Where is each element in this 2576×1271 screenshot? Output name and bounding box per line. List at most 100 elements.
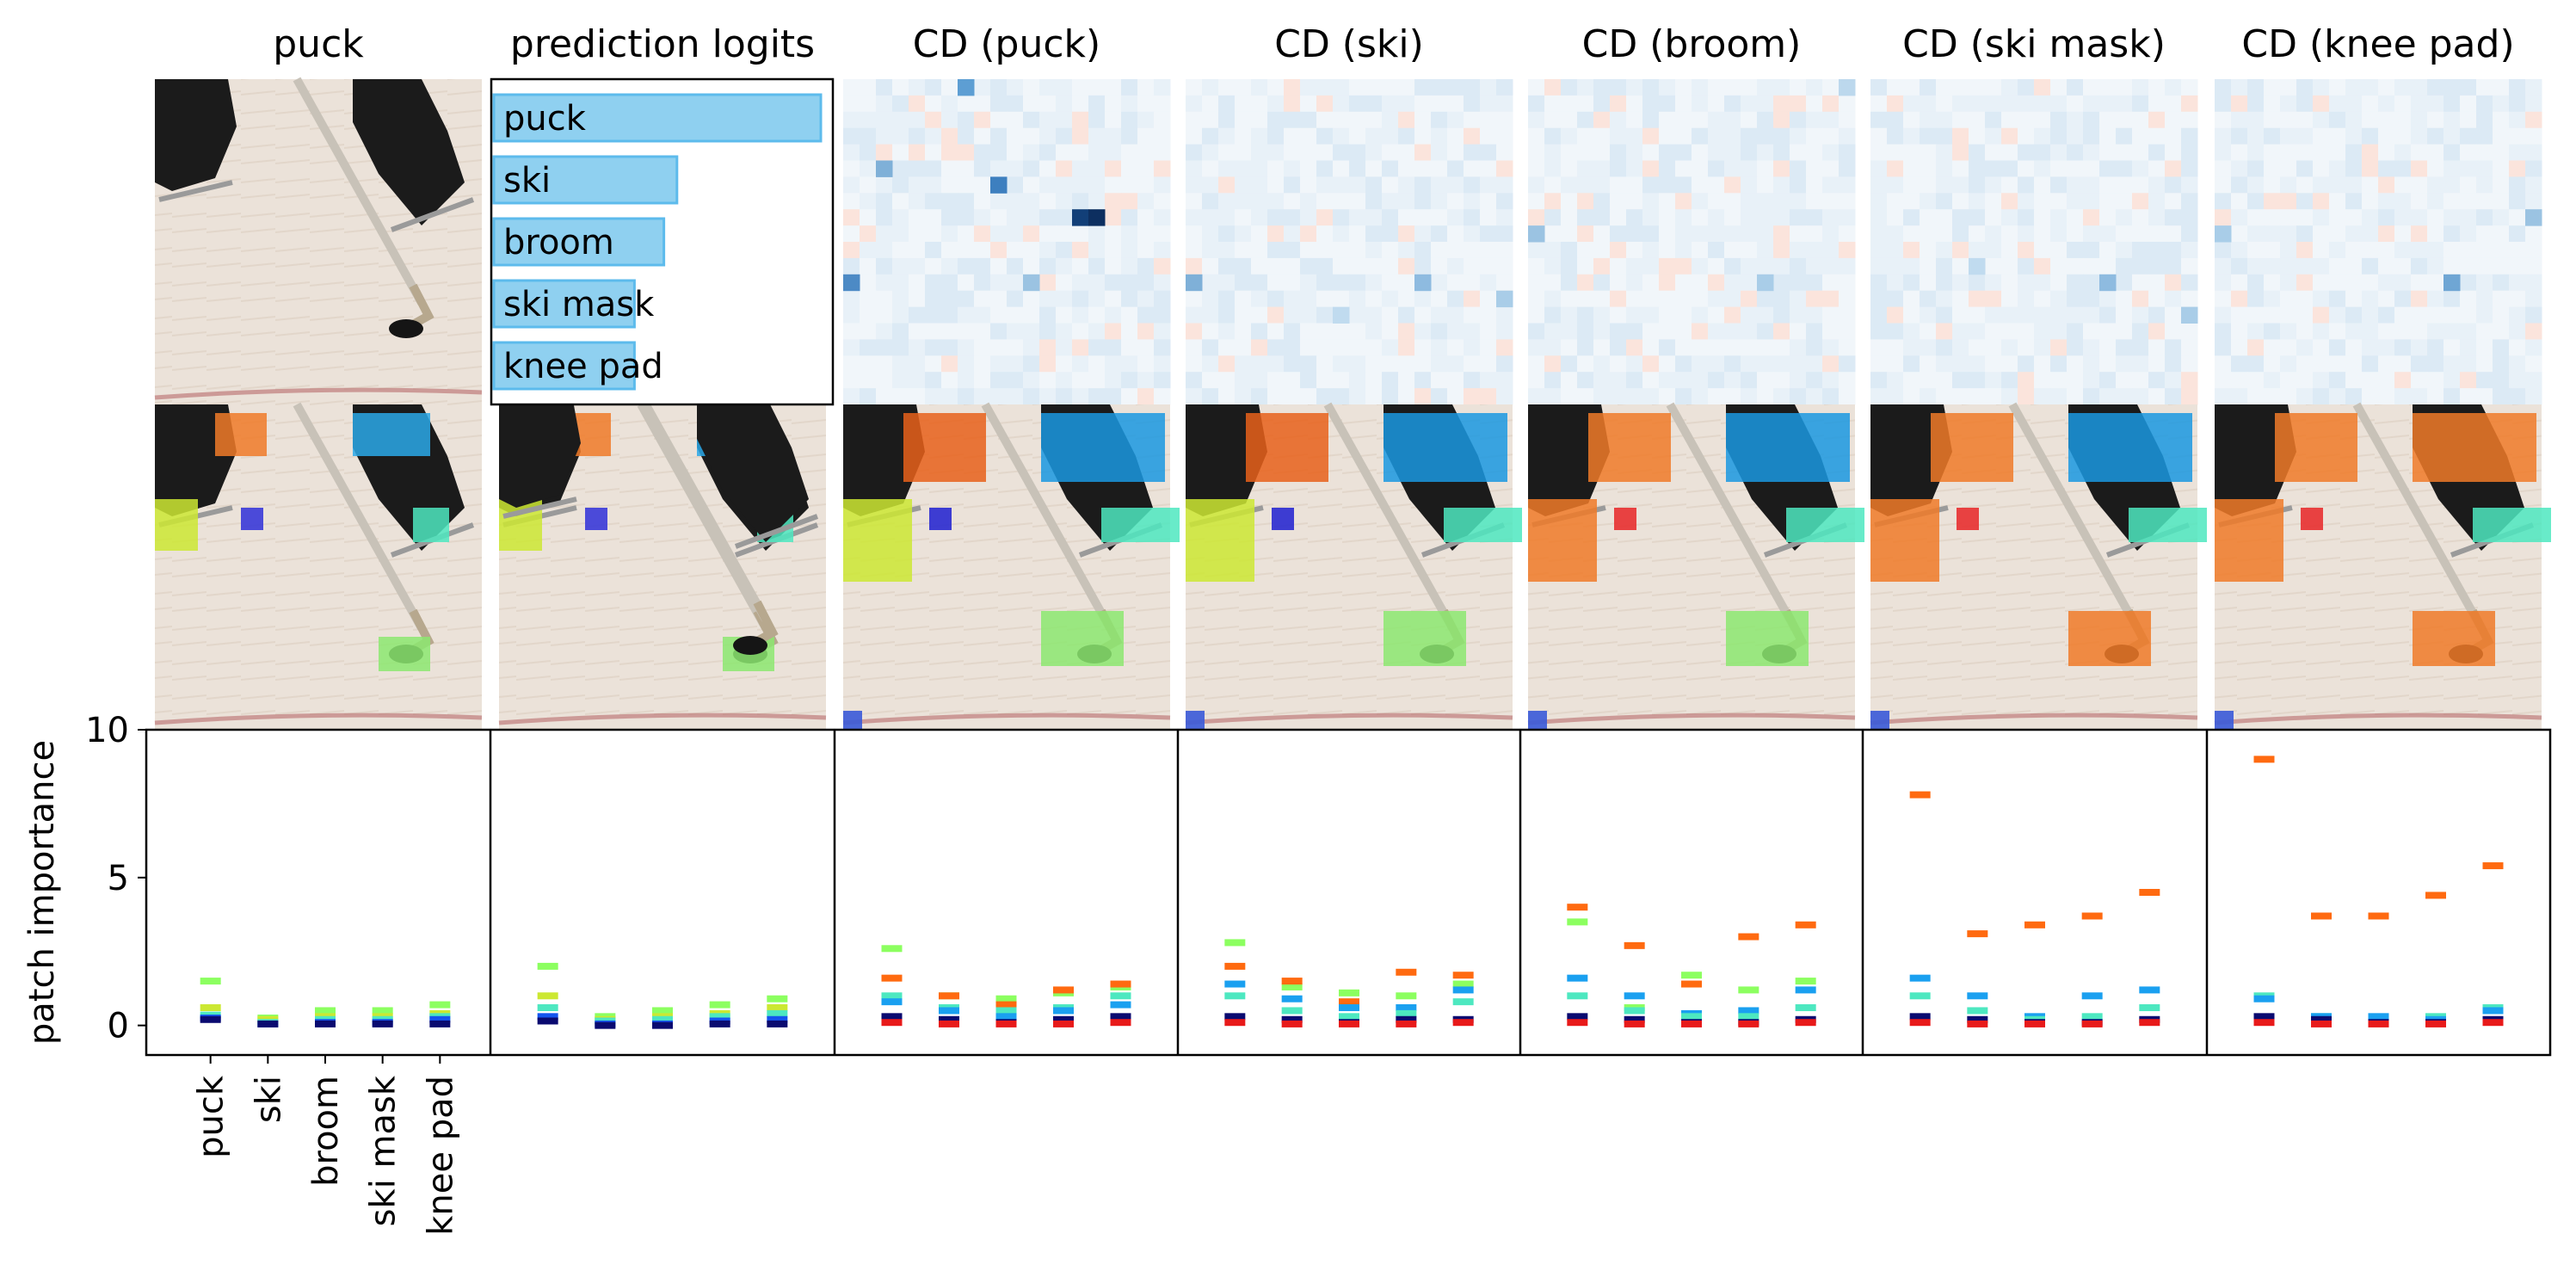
heatmap-cell — [2083, 388, 2100, 405]
heatmap-cell — [2493, 339, 2510, 356]
heatmap-cell — [1464, 225, 1481, 243]
heatmap-cell — [1186, 372, 1203, 389]
heatmap-cell — [1267, 95, 1285, 113]
heatmap-cell — [1349, 144, 1366, 161]
heatmap-cell — [1577, 242, 1594, 259]
heatmap-cell — [2329, 111, 2346, 129]
mask-region-right-boot — [353, 413, 430, 456]
left-skate — [499, 396, 581, 508]
importance-panel-1 — [537, 962, 788, 1029]
heatmap-cell — [892, 242, 909, 259]
heatmap-cell — [2493, 176, 2510, 194]
heatmap-cell — [958, 176, 975, 194]
heatmap-cell — [2001, 144, 2018, 161]
heatmap-cell — [1137, 306, 1155, 324]
heatmap-cell — [1072, 257, 1089, 275]
heatmap-cell — [1365, 225, 1383, 243]
heatmap-cell — [1105, 355, 1122, 373]
heatmap-cell — [1626, 127, 1643, 145]
heatmap-cell — [2345, 339, 2363, 356]
heatmap-cell — [1887, 242, 1904, 259]
heatmap-cell — [1154, 95, 1171, 113]
importance-marker — [1396, 1009, 1417, 1017]
heatmap-cell-hot — [1528, 225, 1545, 243]
heatmap-cell — [2247, 388, 2265, 405]
heatmap-cell — [1267, 306, 1285, 324]
heatmap-cell — [2067, 372, 2084, 389]
heatmap-cell — [2034, 225, 2051, 243]
heatmap-cell — [2099, 79, 2117, 96]
heatmap-cell — [1496, 193, 1513, 210]
heatmap-cell — [2247, 193, 2265, 210]
heatmap-cell — [1692, 160, 1709, 177]
heatmap-cell — [2476, 111, 2493, 129]
heatmap-cell — [1480, 323, 1497, 340]
mask-region-puck — [2413, 611, 2495, 666]
heatmap-cell — [2427, 209, 2444, 226]
heatmap-cell — [2525, 372, 2542, 389]
heatmap-cell — [2394, 160, 2412, 177]
heatmap-cell — [1284, 274, 1301, 292]
heatmap-cell — [1007, 388, 1024, 405]
heatmap-cell — [1577, 339, 1594, 356]
heatmap-cell — [2394, 209, 2412, 226]
heatmap-cell — [2264, 355, 2281, 373]
heatmap-cell — [1593, 388, 1611, 405]
heatmap-cell — [1447, 225, 1464, 243]
heatmap-cell — [2476, 290, 2493, 308]
heatmap-cell — [2018, 290, 2035, 308]
heatmap-cell — [1773, 274, 1790, 292]
heatmap-cell — [2001, 225, 2018, 243]
heatmap-cell — [1985, 160, 2002, 177]
heatmap-cell — [1593, 339, 1611, 356]
heatmap-cell — [990, 323, 1008, 340]
heatmap-cd-knee-pad- — [2215, 79, 2542, 405]
heatmap-cell-hot — [1023, 274, 1040, 292]
heatmap-cell — [2050, 257, 2068, 275]
heatmap-cell — [1790, 242, 1807, 259]
heatmap-cell — [925, 242, 942, 259]
heatmap-cell — [892, 160, 909, 177]
heatmap-cell — [2509, 323, 2526, 340]
heatmap-cell — [2215, 127, 2232, 145]
heatmap-cell — [2067, 323, 2084, 340]
heatmap-cell — [1088, 290, 1106, 308]
heatmap-cell — [1056, 257, 1073, 275]
heatmap-cell — [1790, 160, 1807, 177]
heatmap-cell — [2525, 176, 2542, 194]
heatmap-cell — [1349, 111, 1366, 129]
heatmap-cell — [990, 372, 1008, 389]
heatmap-cell — [2444, 209, 2461, 226]
heatmap-cell — [1969, 323, 1986, 340]
heatmap-cell — [2509, 176, 2526, 194]
heatmap-cell — [1039, 306, 1057, 324]
heatmap-cell — [974, 290, 991, 308]
heatmap-cell — [1202, 355, 1219, 373]
heatmap-cell — [2001, 388, 2018, 405]
heatmap-cell — [1300, 95, 1317, 113]
heatmap-cell — [1382, 372, 1399, 389]
heatmap-cell — [1626, 323, 1643, 340]
heatmap-cell — [1610, 388, 1627, 405]
heatmap-cell — [2067, 79, 2084, 96]
heatmap-cell — [2313, 306, 2330, 324]
heatmap-cell — [1773, 372, 1790, 389]
heatmap-cell — [2181, 372, 2198, 389]
heatmap-cell — [2215, 257, 2232, 275]
heatmap-cell — [941, 176, 958, 194]
heatmap-cell — [1251, 225, 1268, 243]
heatmap-cell — [1773, 193, 1790, 210]
heatmap-cell — [1577, 355, 1594, 373]
heatmap-cell — [1464, 372, 1481, 389]
heatmap-cell — [1870, 111, 1888, 129]
heatmap-cell — [2394, 372, 2412, 389]
heatmap-cell — [2132, 274, 2149, 292]
heatmap-cell — [1773, 306, 1790, 324]
heatmap-cell — [2444, 242, 2461, 259]
heatmap-cell — [2181, 388, 2198, 405]
heatmap-cell — [2394, 257, 2412, 275]
heatmap-cell — [909, 257, 926, 275]
heatmap-cell — [860, 176, 877, 194]
heatmap-cell — [2493, 290, 2510, 308]
heatmap-cell — [2215, 111, 2232, 129]
